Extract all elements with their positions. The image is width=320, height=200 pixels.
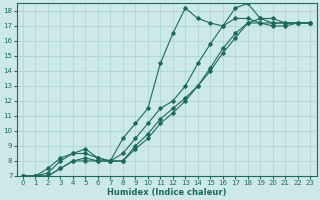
X-axis label: Humidex (Indice chaleur): Humidex (Indice chaleur) <box>107 188 226 197</box>
